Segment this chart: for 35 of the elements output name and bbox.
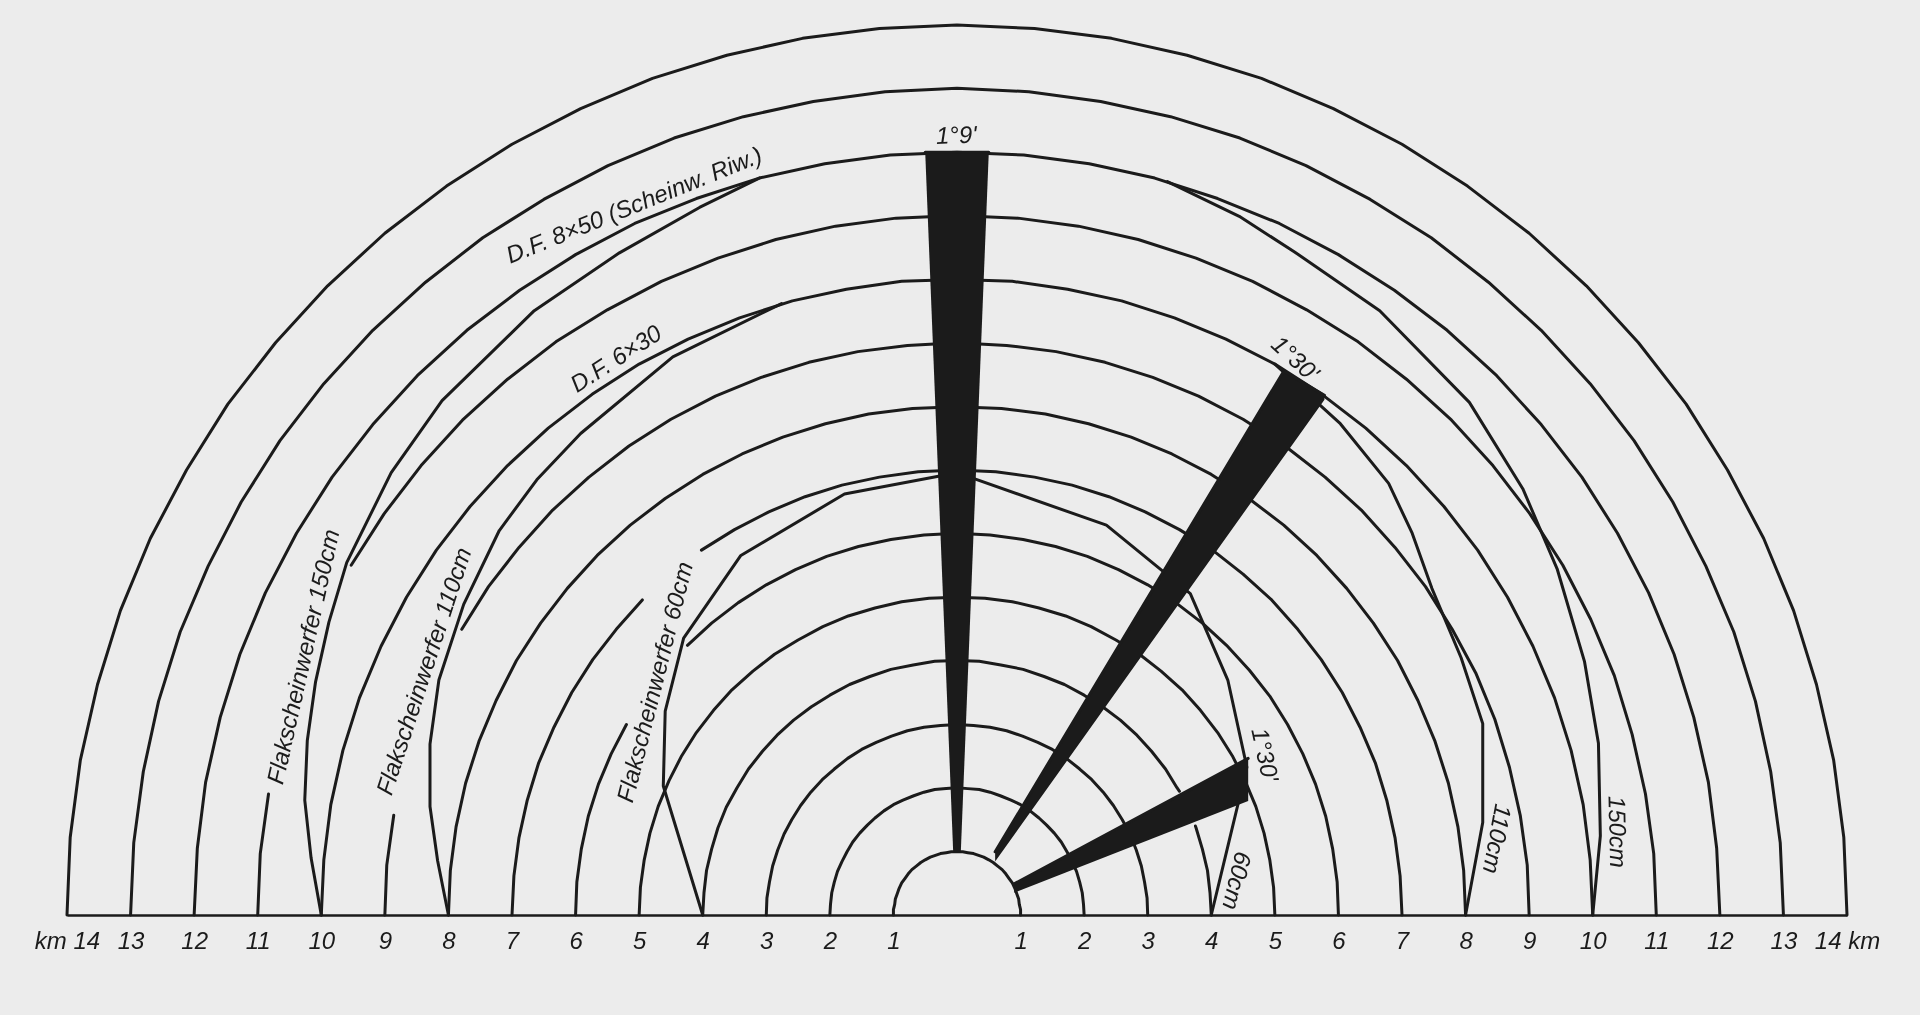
x-tick-label: 10 <box>308 926 336 954</box>
annotation: 110cm <box>1477 801 1518 876</box>
x-tick-label: 13 <box>1770 926 1798 954</box>
x-tick-label: 9 <box>1522 926 1537 954</box>
annotation: 150cm <box>1603 795 1633 869</box>
x-tick-label: 12 <box>1707 926 1734 954</box>
x-tick-label: 10 <box>1579 926 1608 954</box>
x-tick-label: 6 <box>569 926 584 954</box>
annotation: 60cm <box>1217 849 1258 913</box>
x-tick-label: 8 <box>1459 926 1474 954</box>
x-tick-label: 8 <box>442 926 457 954</box>
x-tick-label: 9 <box>378 926 393 954</box>
x-tick-label: 11 <box>245 926 271 954</box>
x-tick-label: 14 km <box>1814 926 1881 954</box>
annotation: D.F. 6×30 <box>565 318 667 398</box>
annotation: 1°30' <box>1246 725 1285 786</box>
annotation: 1°30' <box>1266 330 1326 388</box>
x-tick-label: 2 <box>1076 926 1092 954</box>
x-tick-label: km 14 <box>34 926 101 954</box>
x-tick-label: 3 <box>1141 926 1156 954</box>
x-tick-label: 3 <box>760 926 775 954</box>
x-tick-label: 5 <box>1268 926 1283 954</box>
x-tick-label: 7 <box>505 926 521 954</box>
x-tick-label: 12 <box>181 926 208 954</box>
x-tick-label: 1 <box>1014 926 1028 954</box>
x-tick-label: 6 <box>1332 926 1347 954</box>
x-tick-label: 13 <box>117 926 146 954</box>
x-tick-label: 11 <box>1644 926 1670 954</box>
x-tick-label: 4 <box>696 926 710 954</box>
x-tick-label: 7 <box>1395 926 1411 954</box>
x-tick-label: 4 <box>1205 926 1219 954</box>
annotation: 1°9' <box>935 120 979 150</box>
x-tick-label: 1 <box>887 926 901 954</box>
x-tick-label: 5 <box>632 926 647 954</box>
x-tick-label: 2 <box>822 926 838 954</box>
